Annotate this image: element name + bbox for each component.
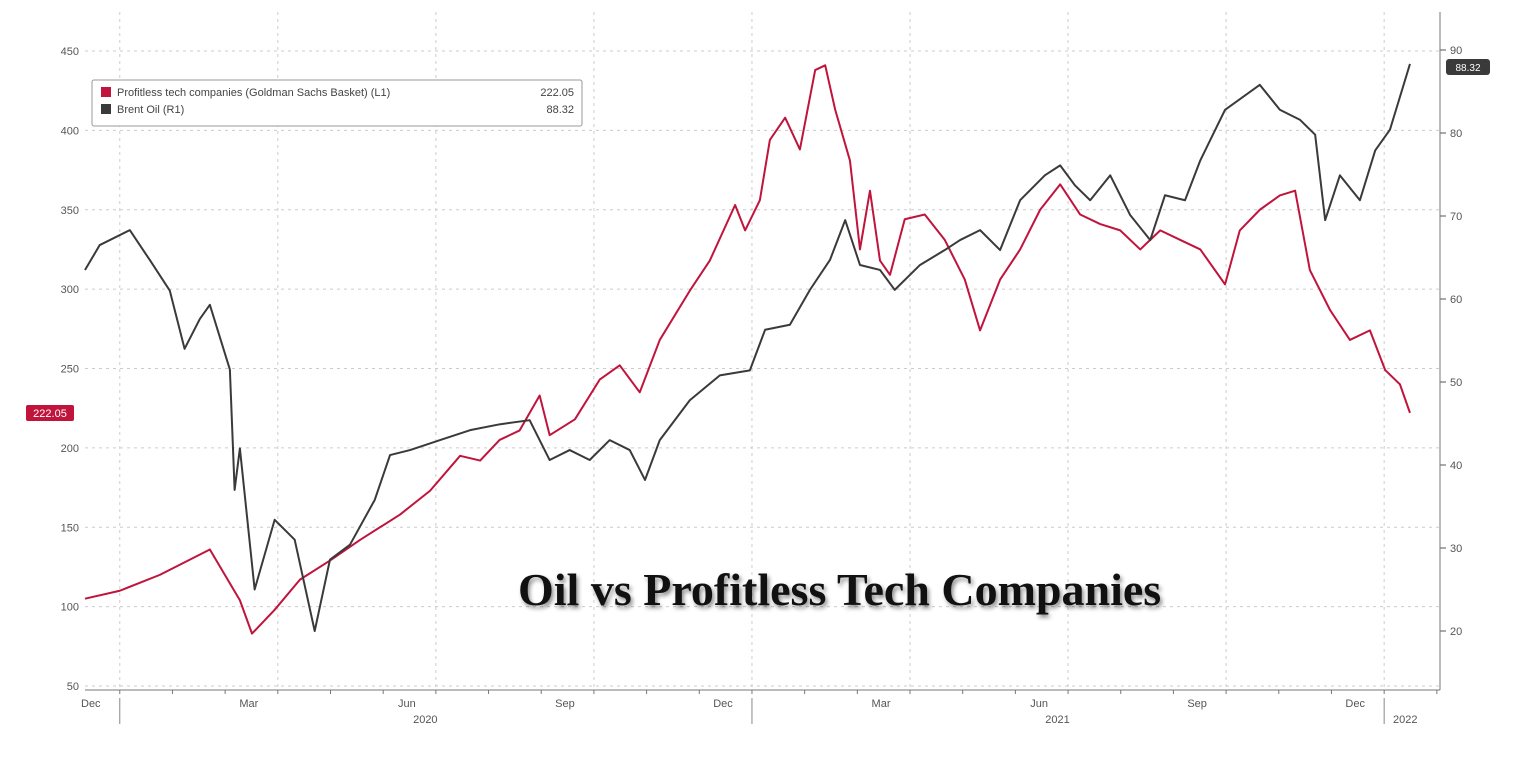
right-tick-label: 20 xyxy=(1450,626,1462,638)
right-tick-label: 80 xyxy=(1450,128,1462,140)
legend-value-tech: 222.05 xyxy=(540,87,574,99)
left-tick-label: 100 xyxy=(61,602,79,614)
right-tick-label: 30 xyxy=(1450,543,1462,555)
left-tick-label: 350 xyxy=(61,205,79,217)
x-tick-label: Sep xyxy=(555,698,575,710)
right-tick-label: 60 xyxy=(1450,294,1462,306)
tech-basket-line xyxy=(84,64,1411,635)
x-tick-label: Jun xyxy=(398,698,416,710)
legend-box xyxy=(91,79,583,127)
right-tick-label: 70 xyxy=(1450,211,1462,223)
legend: Profitless tech companies (Goldman Sachs… xyxy=(91,79,583,127)
x-tick-label: Jun xyxy=(1030,698,1048,710)
left-tick-label: 450 xyxy=(61,46,79,58)
right-tick-label: 50 xyxy=(1450,377,1462,389)
badge-text-tech: 222.05 xyxy=(33,408,67,420)
x-tick-label: Dec xyxy=(81,698,101,710)
last-value-badge-tech: 222.05 xyxy=(26,405,74,421)
axes: 50 100 150 200 250 300 350 400 450 20 30 40 50 60 70 80… xyxy=(61,12,1462,726)
left-tick-label: 300 xyxy=(61,284,79,296)
left-tick-label: 250 xyxy=(61,364,79,376)
left-tick-label: 400 xyxy=(61,125,79,137)
x-tick-label: Sep xyxy=(1187,698,1207,710)
right-tick-label: 40 xyxy=(1450,460,1462,472)
legend-label-oil: Brent Oil (R1) xyxy=(117,104,184,116)
legend-value-oil: 88.32 xyxy=(546,104,574,116)
left-tick-label: 50 xyxy=(67,681,79,693)
left-tick-label: 150 xyxy=(61,522,79,534)
x-tick-label: Mar xyxy=(872,698,891,710)
year-label: 2020 xyxy=(413,714,437,726)
x-tick-label: Dec xyxy=(1345,698,1365,710)
badge-text-oil: 88.32 xyxy=(1455,63,1480,74)
legend-swatch-tech xyxy=(101,87,111,97)
brent-oil-line xyxy=(84,63,1411,632)
x-tick-label: Mar xyxy=(239,698,258,710)
year-label: 2021 xyxy=(1045,714,1069,726)
legend-label-tech: Profitless tech companies (Goldman Sachs… xyxy=(117,87,390,99)
last-value-badge-oil: 88.32 xyxy=(1446,59,1490,75)
series-lines xyxy=(84,63,1411,635)
chart-title: Oil vs Profitless Tech Companies xyxy=(518,564,1161,615)
left-tick-label: 200 xyxy=(61,443,79,455)
x-tick-label: Dec xyxy=(713,698,733,710)
legend-swatch-oil xyxy=(101,104,111,114)
year-label: 2022 xyxy=(1393,714,1417,726)
right-tick-label: 90 xyxy=(1450,45,1462,57)
